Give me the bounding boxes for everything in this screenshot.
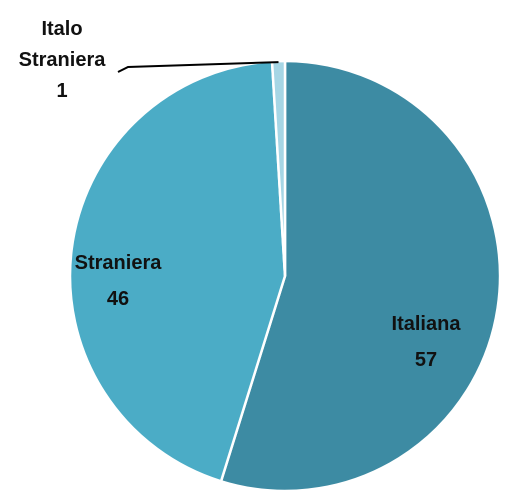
data-labels: Italiana 57 Straniera 46 Italo Straniera 1 <box>19 18 462 371</box>
data-value-italo-straniera: 1 <box>56 80 67 102</box>
pie-slice-straniera <box>68 60 287 483</box>
data-value-italiana: 57 <box>415 349 437 371</box>
data-label-italo-straniera-line-2: Straniera <box>19 49 107 71</box>
data-label-italo-straniera-line-1: Italo <box>41 18 82 40</box>
leader-line-italo-straniera <box>117 61 279 73</box>
data-label-straniera: Straniera <box>75 252 163 274</box>
pie-slices <box>68 59 502 493</box>
data-value-straniera: 46 <box>107 288 129 310</box>
leader-lines <box>117 61 279 73</box>
data-label-italiana: Italiana <box>392 313 462 335</box>
pie-slice-italiana <box>219 59 502 493</box>
